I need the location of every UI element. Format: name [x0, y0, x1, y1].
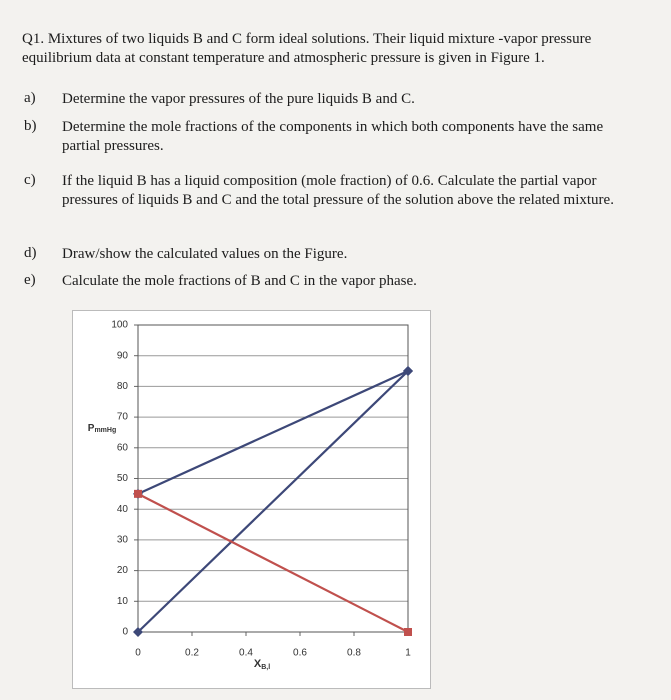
y-tick-label: 90 — [117, 350, 129, 361]
marker — [133, 627, 143, 637]
y-tick-label: 10 — [117, 596, 129, 607]
x-tick-label: 0.8 — [347, 648, 361, 659]
x-label: XB,l — [254, 658, 270, 671]
item-letter: a) — [24, 90, 36, 106]
item-letter: d) — [24, 245, 37, 261]
question: Q1. Mixtures of two liquids B and C form… — [22, 30, 642, 68]
item-text: If the liquid B has a liquid composition… — [62, 173, 614, 208]
y-tick-label: 0 — [122, 627, 128, 638]
series-line — [137, 370, 409, 633]
x-tick-label: 0.6 — [293, 648, 307, 659]
x-label-main: X — [254, 658, 262, 670]
marker — [404, 628, 412, 636]
y-tick-label: 20 — [117, 565, 129, 576]
x-tick-label: 0.4 — [239, 648, 253, 659]
item-letter: c) — [24, 172, 36, 188]
item-text: Determine the vapor pressures of the pur… — [62, 91, 415, 107]
series-line — [137, 370, 409, 495]
marker — [403, 366, 413, 377]
y-tick-label: 70 — [117, 412, 129, 423]
series-line — [137, 492, 409, 633]
y-tick-label: 30 — [117, 535, 129, 546]
x-label-sub: B,l — [261, 664, 270, 671]
x-tick-label: 1 — [405, 648, 411, 659]
item-text: Draw/show the calculated values on the F… — [62, 246, 348, 262]
question-label: Q1. — [22, 31, 45, 47]
y-tick-label: 60 — [117, 442, 129, 453]
item-text: Determine the mole fractions of the comp… — [62, 119, 604, 154]
y-label-main: P — [88, 423, 95, 434]
item-letter: e) — [24, 272, 36, 288]
y-label: PmmHg — [88, 423, 116, 434]
y-label-sub: mmHg — [94, 427, 116, 434]
chart-frame — [72, 310, 431, 689]
item-letter: b) — [24, 118, 37, 134]
item-text: Calculate the mole fractions of B and C … — [62, 273, 417, 289]
x-tick-label: 0.2 — [185, 648, 199, 659]
question-text: Mixtures of two liquids B and C form ide… — [22, 31, 592, 66]
y-tick-label: 100 — [111, 320, 128, 331]
plot-area — [137, 324, 409, 633]
x-tick-label: 0 — [135, 648, 141, 659]
y-tick-label: 80 — [117, 381, 129, 392]
chart: PmmHg XB,l 0 10 20 30 40 50 60 70 80 90 100 0 0.2 0.4… — [72, 310, 431, 689]
y-tick-label: 40 — [117, 504, 129, 515]
marker — [134, 489, 142, 498]
y-tick-label: 50 — [117, 473, 129, 484]
